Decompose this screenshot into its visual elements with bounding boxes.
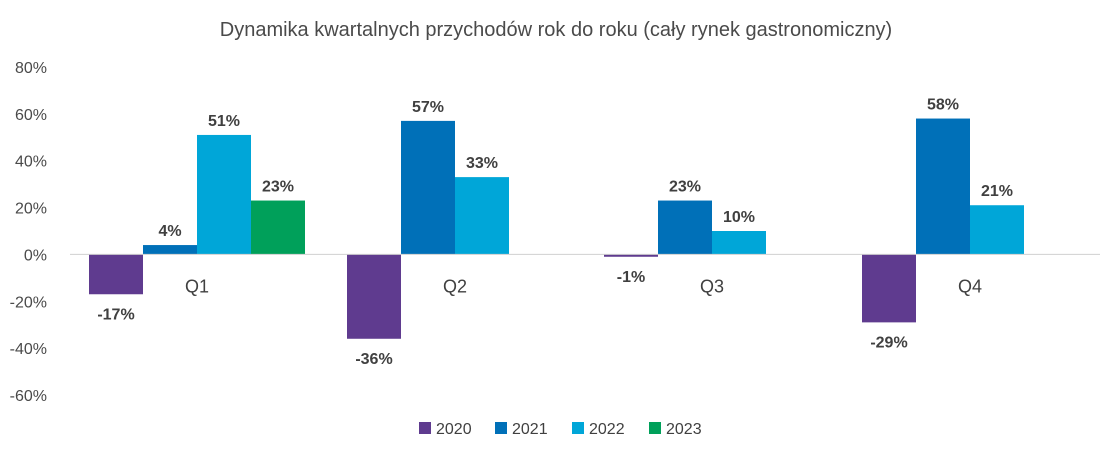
bar-2021-Q1 (143, 245, 197, 255)
y-tick-label: 0% (24, 247, 47, 264)
legend-swatch-2020 (419, 422, 431, 434)
data-labels-group: -17% 4% 51% 23% -36% 57% 33% -1% 23% 10% -29% 58% 21… (97, 97, 1013, 368)
y-tick-label: -20% (10, 294, 47, 311)
y-tick-label: 40% (15, 154, 47, 171)
legend-swatch-2021 (495, 422, 507, 434)
x-category-label: Q3 (700, 276, 724, 296)
x-axis-categories: Q1 Q2 Q3 Q4 (185, 276, 982, 296)
data-label-2020-Q3: -1% (617, 269, 645, 286)
y-tick-label: 80% (15, 60, 47, 77)
bar-2020-Q1 (89, 254, 143, 295)
bar-2023-Q1 (251, 200, 305, 255)
bar-2022-Q3 (712, 231, 766, 255)
data-label-2021-Q3: 23% (669, 179, 701, 196)
y-axis: 80% 60% 40% 20% 0% -20% -40% -60% (10, 60, 47, 405)
data-label-2022-Q2: 33% (466, 155, 498, 172)
bar-2022-Q2 (455, 177, 509, 255)
chart-title: Dynamika kwartalnych przychodów rok do r… (220, 19, 892, 41)
legend-label-2022: 2022 (589, 421, 625, 438)
bars-group (89, 118, 1024, 339)
data-label-2022-Q4: 21% (981, 183, 1013, 200)
legend-label-2020: 2020 (436, 421, 472, 438)
bar-2021-Q4 (916, 118, 970, 255)
legend-swatch-2023 (649, 422, 661, 434)
data-label-2020-Q1: -17% (97, 306, 134, 323)
bar-2022-Q4 (970, 205, 1024, 255)
data-label-2020-Q2: -36% (355, 351, 392, 368)
legend: 2020 2021 2022 2023 (419, 421, 702, 438)
data-label-2022-Q1: 51% (208, 113, 240, 130)
data-label-2020-Q4: -29% (870, 334, 907, 351)
bar-2021-Q2 (401, 120, 455, 255)
y-tick-label: 20% (15, 201, 47, 218)
bar-2021-Q3 (658, 200, 712, 255)
data-label-2021-Q1: 4% (158, 223, 181, 240)
y-tick-label: 60% (15, 107, 47, 124)
y-tick-label: -40% (10, 341, 47, 358)
x-category-label: Q2 (443, 276, 467, 296)
legend-label-2023: 2023 (666, 421, 702, 438)
bar-2020-Q3 (604, 254, 658, 257)
legend-label-2021: 2021 (512, 421, 548, 438)
data-label-2021-Q4: 58% (927, 97, 959, 114)
x-category-label: Q1 (185, 276, 209, 296)
x-category-label: Q4 (958, 276, 982, 296)
data-label-2022-Q3: 10% (723, 209, 755, 226)
bar-2020-Q2 (347, 254, 401, 339)
bar-2022-Q1 (197, 134, 251, 255)
data-label-2021-Q2: 57% (412, 99, 444, 116)
legend-swatch-2022 (572, 422, 584, 434)
data-label-2023-Q1: 23% (262, 179, 294, 196)
bar-2020-Q4 (862, 254, 916, 323)
y-tick-label: -60% (10, 388, 47, 405)
